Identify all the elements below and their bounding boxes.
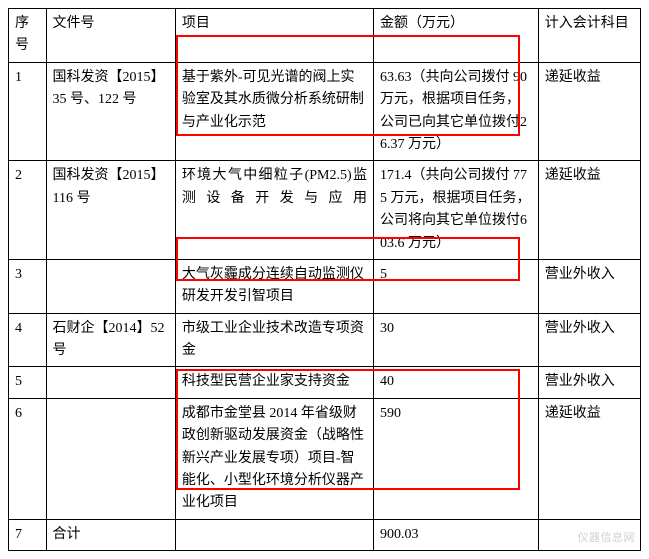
col-header-proj: 项目: [175, 9, 373, 63]
cell-proj: 市级工业企业技术改造专项资金: [175, 313, 373, 367]
col-header-acct: 计入会计科目: [538, 9, 640, 63]
cell-doc: 国科发资【2015】35 号、122 号: [46, 62, 175, 161]
cell-proj: 科技型民营企业家支持资金: [175, 367, 373, 398]
cell-seq: 5: [9, 367, 47, 398]
funding-table: 序号 文件号 项目 金额（万元） 计入会计科目 1 国科发资【2015】35 号…: [8, 8, 641, 551]
cell-seq: 7: [9, 519, 47, 550]
cell-proj: 成都市金堂县 2014 年省级财政创新驱动发展资金（战略性新兴产业发展专项）项目…: [175, 398, 373, 519]
table-row: 6 成都市金堂县 2014 年省级财政创新驱动发展资金（战略性新兴产业发展专项）…: [9, 398, 641, 519]
cell-seq: 6: [9, 398, 47, 519]
cell-acct: 递延收益: [538, 161, 640, 260]
cell-amt: 63.63（共向公司拨付 90 万元，根据项目任务，公司已向其它单位拨付26.3…: [373, 62, 538, 161]
table-container: 序号 文件号 项目 金额（万元） 计入会计科目 1 国科发资【2015】35 号…: [8, 8, 641, 551]
cell-acct: 递延收益: [538, 62, 640, 161]
table-row: 2 国科发资【2015】116 号 环境大气中细粒子(PM2.5)监测设备开发与…: [9, 161, 641, 260]
cell-doc: 国科发资【2015】116 号: [46, 161, 175, 260]
cell-amt: 171.4（共向公司拨付 775 万元，根据项目任务，公司将向其它单位拨付603…: [373, 161, 538, 260]
cell-seq: 1: [9, 62, 47, 161]
cell-proj: 基于紫外-可见光谱的阀上实验室及其水质微分析系统研制与产业化示范: [175, 62, 373, 161]
cell-seq: 4: [9, 313, 47, 367]
table-row: 5 科技型民营企业家支持资金 40 营业外收入: [9, 367, 641, 398]
cell-amt: 900.03: [373, 519, 538, 550]
cell-doc: 合计: [46, 519, 175, 550]
table-body: 1 国科发资【2015】35 号、122 号 基于紫外-可见光谱的阀上实验室及其…: [9, 62, 641, 550]
cell-acct: [538, 519, 640, 550]
table-row: 3 大气灰霾成分连续自动监测仪研发开发引智项目 5 营业外收入: [9, 259, 641, 313]
cell-seq: 2: [9, 161, 47, 260]
table-header-row: 序号 文件号 项目 金额（万元） 计入会计科目: [9, 9, 641, 63]
cell-acct: 营业外收入: [538, 313, 640, 367]
cell-amt: 30: [373, 313, 538, 367]
cell-acct: 营业外收入: [538, 367, 640, 398]
cell-proj: 大气灰霾成分连续自动监测仪研发开发引智项目: [175, 259, 373, 313]
table-row: 4 石财企【2014】52号 市级工业企业技术改造专项资金 30 营业外收入: [9, 313, 641, 367]
cell-doc: [46, 259, 175, 313]
cell-acct: 递延收益: [538, 398, 640, 519]
cell-seq: 3: [9, 259, 47, 313]
cell-doc: [46, 367, 175, 398]
table-row: 1 国科发资【2015】35 号、122 号 基于紫外-可见光谱的阀上实验室及其…: [9, 62, 641, 161]
cell-amt: 5: [373, 259, 538, 313]
cell-proj: 环境大气中细粒子(PM2.5)监测设备开发与应用: [175, 161, 373, 260]
col-header-doc: 文件号: [46, 9, 175, 63]
cell-doc: [46, 398, 175, 519]
cell-amt: 590: [373, 398, 538, 519]
cell-doc: 石财企【2014】52号: [46, 313, 175, 367]
col-header-seq: 序号: [9, 9, 47, 63]
table-row-total: 7 合计 900.03: [9, 519, 641, 550]
cell-proj: [175, 519, 373, 550]
cell-acct: 营业外收入: [538, 259, 640, 313]
cell-amt: 40: [373, 367, 538, 398]
col-header-amt: 金额（万元）: [373, 9, 538, 63]
